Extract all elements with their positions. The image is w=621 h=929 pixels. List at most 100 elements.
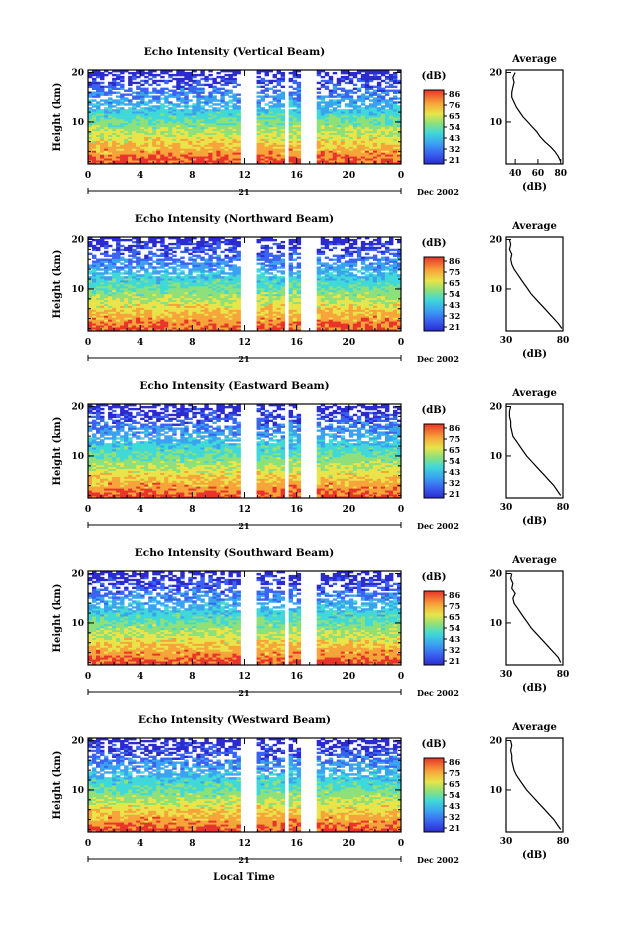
heatmap-cell <box>120 257 124 259</box>
heatmap-cell <box>164 262 168 264</box>
heatmap-cell <box>160 270 164 272</box>
heatmap-cell <box>236 241 240 243</box>
heatmap-cell <box>168 272 172 274</box>
heatmap-cell <box>204 241 208 243</box>
heatmap-cell <box>293 272 297 274</box>
x-tick-label: 0 <box>398 171 404 181</box>
heatmap-cell <box>168 107 172 109</box>
heatmap-cell <box>236 105 240 107</box>
heatmap-cell <box>269 105 273 107</box>
heatmap-cell <box>297 257 301 259</box>
heatmap-cell <box>289 262 293 264</box>
heatmap-cell <box>100 109 104 111</box>
y-tick-label: 20 <box>71 68 84 78</box>
heatmap-cell <box>273 80 277 82</box>
heatmap-cell <box>204 259 208 261</box>
heatmap-cell <box>192 95 196 97</box>
heatmap-cell <box>156 255 160 257</box>
heatmap-cell <box>148 257 152 259</box>
heatmap-cell <box>261 90 265 92</box>
heatmap-cell <box>104 99 108 101</box>
heatmap-cell <box>261 95 265 97</box>
heatmap-cell <box>184 92 188 94</box>
heatmap-cell <box>164 268 168 270</box>
heatmap-cell <box>88 99 92 101</box>
heatmap-cell <box>120 76 124 78</box>
heatmap-cell <box>172 255 176 257</box>
heatmap-cell <box>321 105 325 107</box>
heatmap-cell <box>224 78 228 80</box>
heatmap-cell <box>188 257 192 259</box>
heatmap-cell <box>188 262 192 264</box>
heatmap-cell <box>200 105 204 107</box>
colorbar-tick-label: 21 <box>449 155 460 165</box>
heatmap-cell <box>192 86 196 88</box>
heatmap-cell <box>92 92 96 94</box>
heatmap-cell <box>160 76 164 78</box>
heatmap-cell <box>152 105 156 107</box>
heatmap-cell <box>337 78 341 80</box>
heatmap-cell <box>96 259 100 261</box>
heatmap-cell <box>172 251 176 253</box>
heatmap-cell <box>156 74 160 76</box>
heatmap-cell <box>124 90 128 92</box>
heatmap-cell <box>164 80 168 82</box>
heatmap-cell <box>176 92 180 94</box>
colorbar-tick-label: 54 <box>449 122 461 132</box>
heatmap-cell <box>168 266 172 268</box>
x-tick-label: 0 <box>85 171 91 181</box>
heatmap-cell <box>325 257 329 259</box>
heatmap-cell <box>124 97 128 99</box>
heatmap-cell <box>293 245 297 247</box>
x-tick-label: 16 <box>290 171 303 181</box>
heatmap-cell <box>112 78 116 80</box>
heatmap-cell <box>345 109 349 111</box>
heatmap-cell <box>277 251 281 253</box>
heatmap-cell <box>132 266 136 268</box>
heatmap-cell <box>228 257 232 259</box>
heatmap-cell <box>353 72 357 74</box>
heatmap-cell <box>120 266 124 268</box>
heatmap-cell <box>289 86 293 88</box>
average-x-label: (dB) <box>522 182 547 193</box>
heatmap-cell <box>156 80 160 82</box>
heatmap-cell <box>92 109 96 111</box>
heatmap-cell <box>104 264 108 266</box>
heatmap-cell <box>112 92 116 94</box>
heatmap-cell <box>96 247 100 249</box>
heatmap-cell <box>208 255 212 257</box>
heatmap-cell <box>132 249 136 251</box>
heatmap-cell <box>104 259 108 261</box>
heatmap-cell <box>224 249 228 251</box>
heatmap-cell <box>224 74 228 76</box>
heatmap-cell <box>136 270 140 272</box>
heatmap-cell <box>269 272 273 274</box>
heatmap-cell <box>385 82 389 84</box>
heatmap-cell <box>104 241 108 243</box>
heatmap-cell <box>224 90 228 92</box>
heatmap-cell <box>180 239 184 241</box>
heatmap-cell <box>116 88 120 90</box>
heatmap-cell <box>337 94 341 96</box>
heatmap-cell <box>108 272 112 274</box>
heatmap-cell <box>144 268 148 270</box>
heatmap-cell <box>269 247 273 249</box>
heatmap-cell <box>277 255 281 257</box>
heatmap-cell <box>144 76 148 78</box>
heatmap-cell <box>132 95 136 97</box>
heatmap-cell <box>277 266 281 268</box>
heatmap-cell <box>325 262 329 264</box>
heatmap-cell <box>132 245 136 247</box>
heatmap-cell <box>337 109 341 111</box>
panel-0: Echo Intensity (Vertical Beam)Height (km… <box>52 46 567 197</box>
heatmap-cell <box>293 88 297 90</box>
heatmap-cell <box>333 95 337 97</box>
heatmap-cell <box>369 92 373 94</box>
heatmap-cell <box>281 241 285 243</box>
heatmap-cell <box>373 86 377 88</box>
heatmap-cell <box>176 259 180 261</box>
heatmap-cell <box>148 84 152 86</box>
heatmap-cell <box>281 253 285 255</box>
heatmap-cell <box>172 276 176 278</box>
heatmap-cell <box>228 74 232 76</box>
